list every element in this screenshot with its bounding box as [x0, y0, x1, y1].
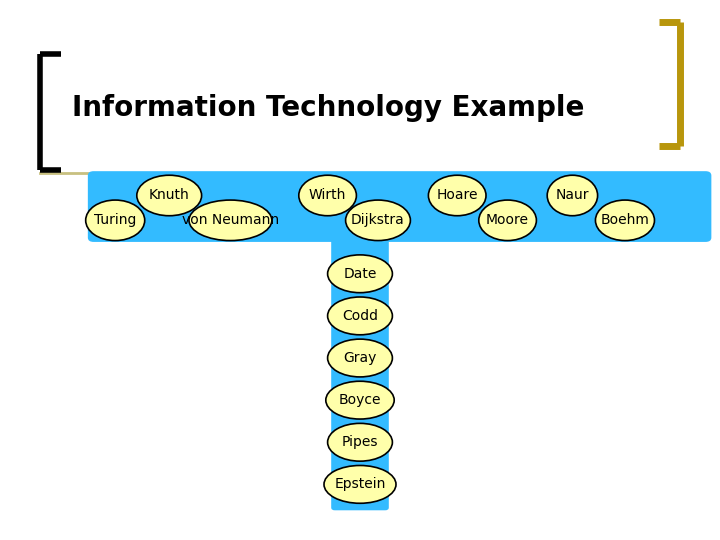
- FancyBboxPatch shape: [331, 235, 389, 510]
- Ellipse shape: [86, 200, 145, 241]
- Ellipse shape: [428, 175, 486, 215]
- Ellipse shape: [479, 200, 536, 241]
- Text: Dijkstra: Dijkstra: [351, 213, 405, 227]
- Text: Boehm: Boehm: [600, 213, 649, 227]
- Text: von Neumann: von Neumann: [182, 213, 279, 227]
- Ellipse shape: [595, 200, 654, 241]
- Ellipse shape: [324, 465, 396, 503]
- Text: Codd: Codd: [342, 309, 378, 323]
- Text: Epstein: Epstein: [334, 477, 386, 491]
- Ellipse shape: [328, 339, 392, 377]
- Text: Information Technology Example: Information Technology Example: [72, 94, 585, 122]
- Ellipse shape: [299, 175, 356, 215]
- Ellipse shape: [346, 200, 410, 241]
- Text: Knuth: Knuth: [149, 188, 189, 202]
- Text: Boyce: Boyce: [338, 393, 382, 407]
- Text: Date: Date: [343, 267, 377, 281]
- Text: Wirth: Wirth: [309, 188, 346, 202]
- Text: Gray: Gray: [343, 351, 377, 365]
- Ellipse shape: [325, 381, 395, 419]
- Text: Moore: Moore: [486, 213, 529, 227]
- Text: Naur: Naur: [556, 188, 589, 202]
- Ellipse shape: [328, 255, 392, 293]
- Ellipse shape: [189, 200, 272, 241]
- Ellipse shape: [547, 175, 598, 215]
- FancyBboxPatch shape: [88, 171, 711, 242]
- Ellipse shape: [137, 175, 202, 215]
- Text: Hoare: Hoare: [436, 188, 478, 202]
- Ellipse shape: [328, 423, 392, 461]
- Text: Turing: Turing: [94, 213, 136, 227]
- Text: Pipes: Pipes: [342, 435, 378, 449]
- Ellipse shape: [328, 297, 392, 335]
